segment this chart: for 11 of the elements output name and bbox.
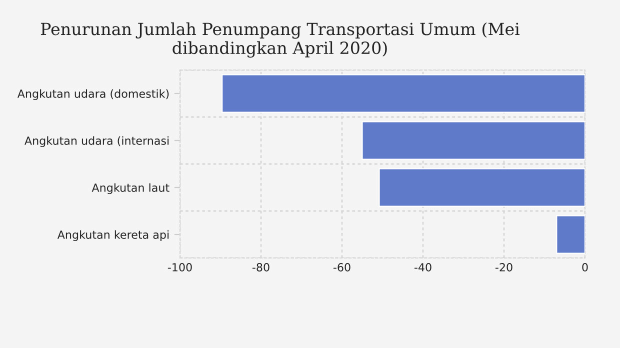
x-tick-label: -100 (168, 263, 192, 272)
x-tick-label: -60 (333, 263, 350, 272)
chart-title: Penurunan Jumlah Penumpang Transportasi Umum (Mei dibandingkan April 2020) (40, 22, 520, 58)
x-tick-label: 0 (582, 263, 588, 272)
y-tick-label: Angkutan kereta api (57, 230, 169, 242)
y-tick-label: Angkutan laut (92, 183, 170, 194)
x-tick-label: -80 (252, 263, 270, 272)
y-tick-label: Angkutan udara (internasi (24, 136, 169, 148)
x-tick-label: -20 (495, 263, 512, 272)
y-tick-label: Angkutan udara (domestik) (17, 89, 169, 100)
x-tick-label: -40 (414, 263, 432, 272)
